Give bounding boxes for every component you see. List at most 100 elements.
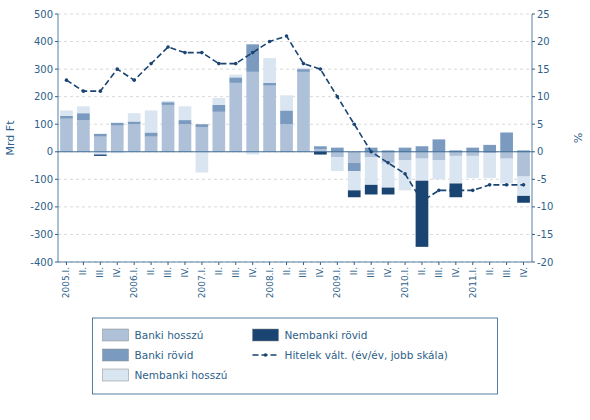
y2-tick-label: -10 bbox=[537, 201, 553, 212]
line-marker bbox=[251, 51, 255, 55]
y-tick bbox=[55, 234, 58, 235]
y-tick bbox=[55, 96, 58, 97]
x-tick-label: 2007.I. bbox=[197, 267, 207, 298]
x-tick bbox=[405, 262, 406, 265]
bar-segment bbox=[145, 110, 158, 111]
y-tick bbox=[55, 179, 58, 180]
x-tick-label: 2011.I. bbox=[468, 267, 478, 298]
bar-segment bbox=[297, 72, 310, 152]
bar-segment bbox=[162, 105, 175, 152]
line-marker bbox=[336, 95, 340, 99]
grid-line bbox=[58, 69, 532, 70]
bar-segment bbox=[179, 124, 192, 152]
line-layer bbox=[65, 34, 526, 203]
line-marker bbox=[319, 67, 323, 71]
x-tick-label: III. bbox=[231, 267, 241, 278]
y2-tick-label: 0 bbox=[537, 146, 543, 157]
y-tick-label: 500 bbox=[34, 9, 53, 20]
bar-segment bbox=[263, 58, 276, 83]
bar-segment bbox=[433, 139, 446, 151]
y2-tick bbox=[532, 262, 535, 263]
y-tick bbox=[55, 14, 58, 15]
line-marker bbox=[522, 183, 526, 187]
grid-line bbox=[58, 234, 532, 235]
bar-segment bbox=[466, 152, 479, 156]
bar-segment bbox=[348, 171, 361, 190]
bar-segment bbox=[399, 160, 412, 190]
bar-segment bbox=[280, 95, 293, 110]
line-marker bbox=[65, 78, 69, 82]
x-tick bbox=[235, 262, 236, 265]
bar-segment bbox=[297, 69, 310, 72]
y-tick-label: 0 bbox=[47, 146, 53, 157]
legend-label: Nembanki rövid bbox=[285, 329, 368, 341]
bar-segment bbox=[60, 116, 73, 119]
bar-series bbox=[94, 152, 530, 247]
x-tick-label: IV. bbox=[180, 267, 190, 278]
line-marker bbox=[437, 189, 441, 193]
y2-tick-label: 5 bbox=[537, 119, 543, 130]
bar-segment bbox=[179, 106, 192, 120]
line-marker bbox=[200, 51, 204, 55]
bar-segment bbox=[246, 44, 259, 45]
line-marker bbox=[132, 78, 136, 82]
line-marker bbox=[471, 189, 475, 193]
x-tick-label: 2009.I. bbox=[332, 267, 342, 298]
legend-label: Banki rövid bbox=[135, 349, 194, 361]
x-tick-label: IV. bbox=[519, 267, 529, 278]
x-tick bbox=[252, 262, 253, 265]
x-tick-label: II. bbox=[282, 267, 292, 275]
bar-segment bbox=[399, 152, 412, 160]
bar-segment bbox=[500, 132, 513, 151]
bar-segment bbox=[94, 137, 107, 152]
bar-segment bbox=[94, 134, 107, 137]
y-tick-label: -400 bbox=[30, 257, 53, 268]
bar-segment bbox=[382, 188, 395, 195]
x-tick-label: II. bbox=[417, 267, 427, 275]
y2-axis-line bbox=[532, 14, 533, 262]
bar-segment bbox=[348, 152, 361, 163]
bar-segment bbox=[365, 185, 378, 195]
y-tick bbox=[55, 262, 58, 263]
x-tick-label: III. bbox=[434, 267, 444, 278]
y-tick-label: 300 bbox=[34, 64, 53, 75]
bar-segment bbox=[314, 146, 327, 147]
legend-swatch bbox=[103, 329, 129, 341]
x-tick bbox=[168, 262, 169, 265]
line-marker bbox=[166, 45, 170, 49]
x-tick-label: II. bbox=[349, 267, 359, 275]
x-tick-label: III. bbox=[298, 267, 308, 278]
y2-tick bbox=[532, 96, 535, 97]
line-marker bbox=[454, 189, 458, 193]
line-marker bbox=[285, 34, 289, 38]
y-tick-label: 400 bbox=[34, 36, 53, 47]
bar-segment bbox=[449, 152, 462, 156]
grid-line bbox=[58, 41, 532, 42]
x-tick bbox=[506, 262, 507, 265]
bar-segment bbox=[517, 152, 530, 177]
y-tick-label: -300 bbox=[30, 229, 53, 240]
bar-segment bbox=[196, 124, 209, 127]
bar-segment bbox=[196, 124, 209, 125]
bar-segment bbox=[500, 159, 513, 184]
bar-segment bbox=[483, 145, 496, 152]
line-marker bbox=[420, 200, 424, 204]
bar-segment bbox=[483, 144, 496, 145]
bar-segment bbox=[212, 112, 225, 152]
x-tick bbox=[354, 262, 355, 265]
bar-segment bbox=[280, 95, 293, 96]
bar-segment bbox=[433, 160, 446, 179]
y-tick-label: 200 bbox=[34, 91, 53, 102]
bar-segment bbox=[60, 119, 73, 152]
bar-segment bbox=[212, 105, 225, 112]
y-axis-label: Mrd Ft bbox=[4, 120, 17, 156]
y2-tick bbox=[532, 179, 535, 180]
legend-label: Banki hosszú bbox=[135, 329, 204, 341]
bar-segment bbox=[179, 106, 192, 107]
bar-segment bbox=[280, 124, 293, 152]
y2-tick-label: 15 bbox=[537, 64, 550, 75]
legend-marker bbox=[264, 353, 268, 357]
x-tick bbox=[303, 262, 304, 265]
bar-segment bbox=[162, 101, 175, 102]
x-tick bbox=[184, 262, 185, 265]
